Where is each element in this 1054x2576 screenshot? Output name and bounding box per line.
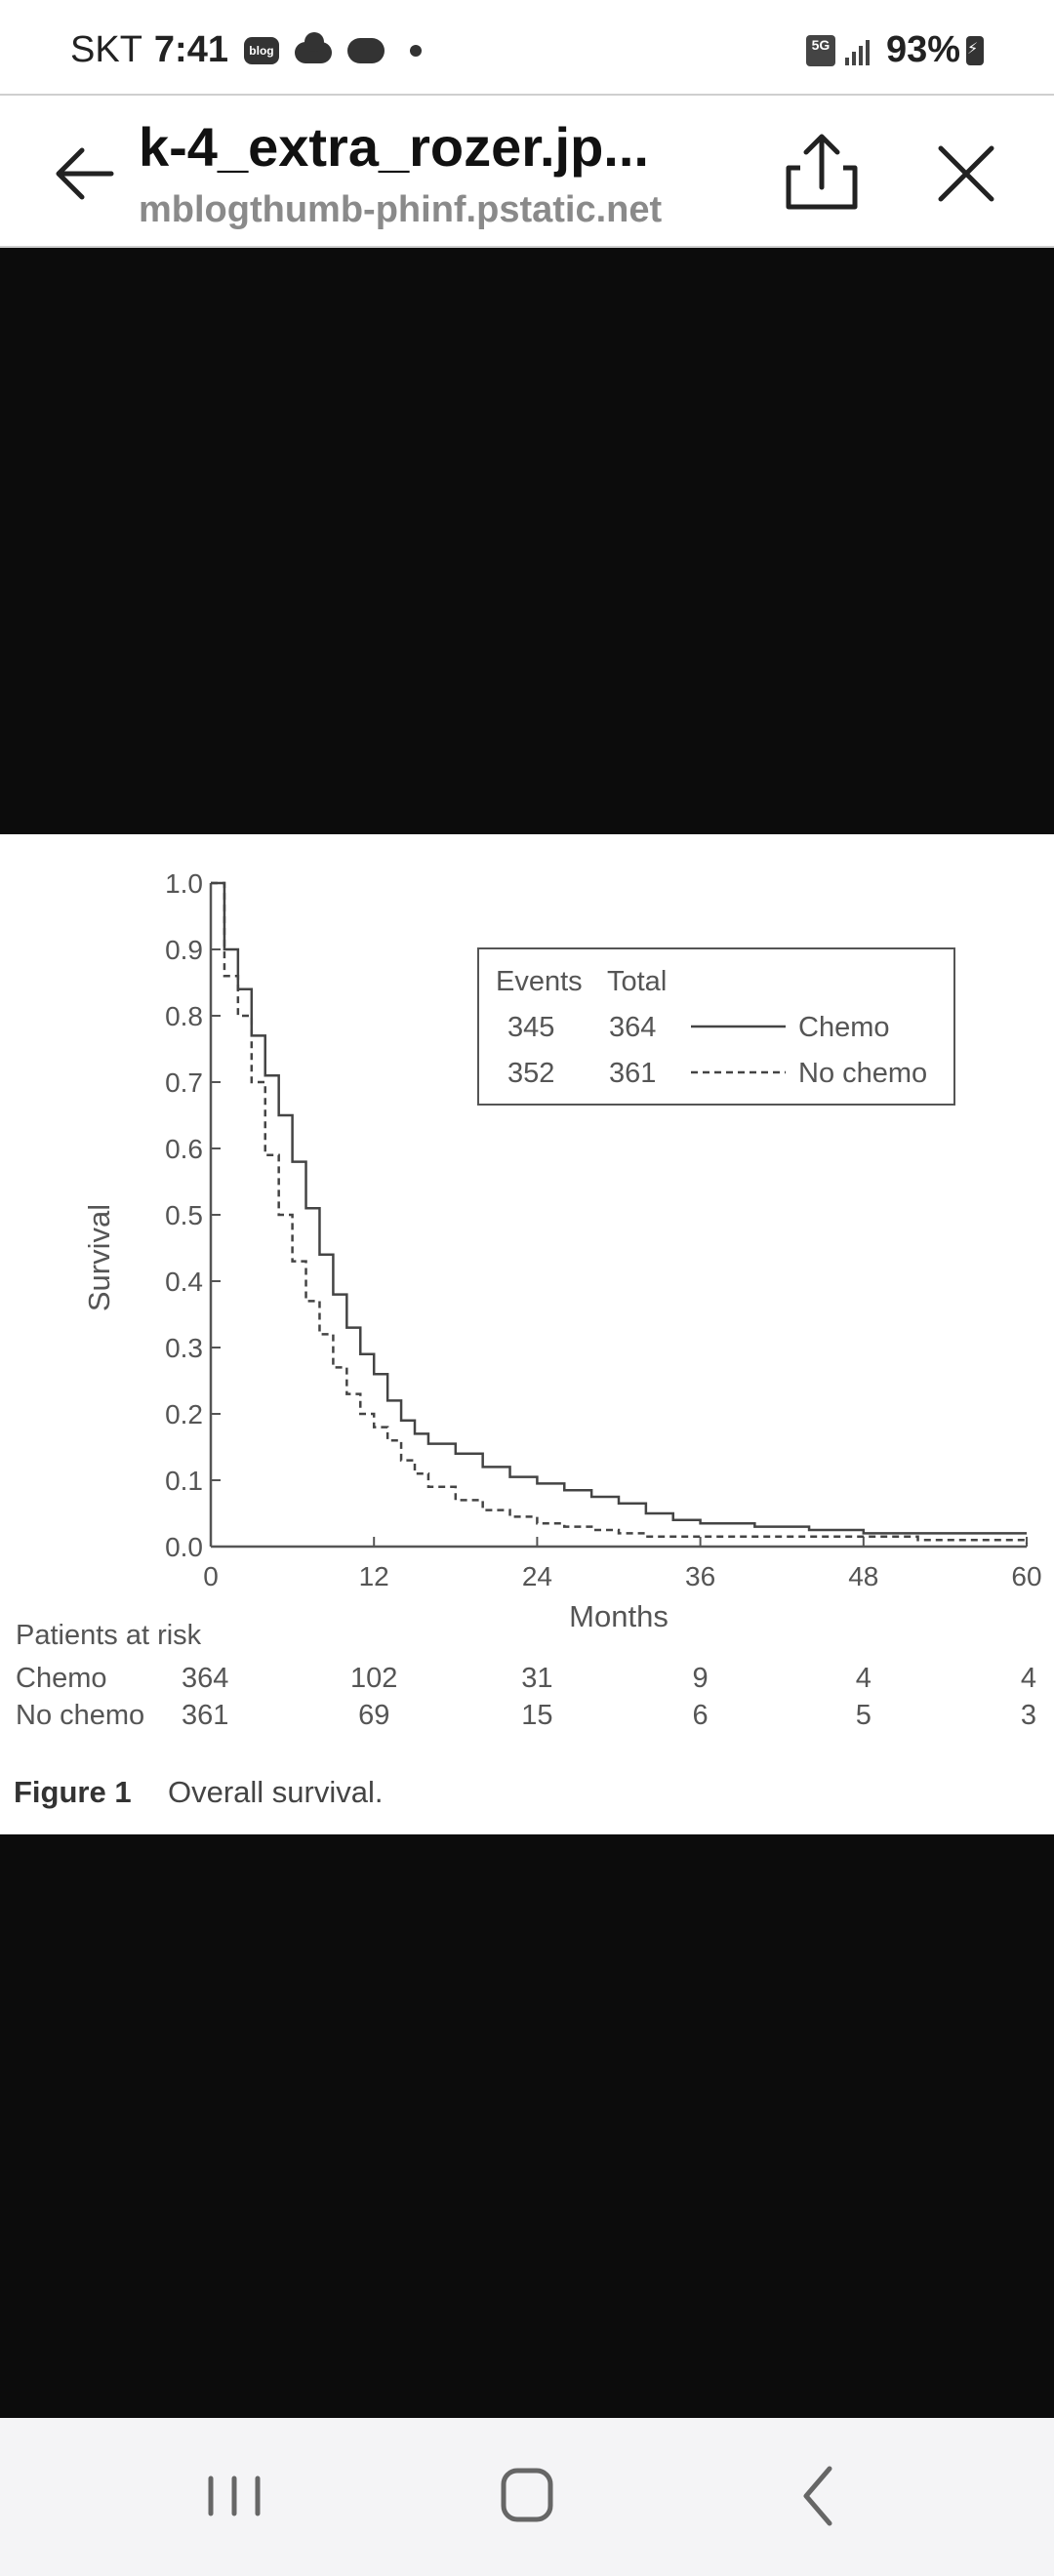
x-axis-label: Months <box>569 1599 669 1633</box>
signal-icon <box>844 36 872 65</box>
risk-value: 3 <box>1021 1700 1036 1731</box>
legend-label-chemo: Chemo <box>798 1012 890 1043</box>
y-ticks: 0.0 0.1 0.2 0.3 0.4 0.5 0.6 0.7 0.8 0.9 1.0 <box>165 868 221 1562</box>
legend-label-nochemo: No chemo <box>798 1058 927 1089</box>
chat-icon <box>346 37 385 63</box>
close-icon[interactable] <box>927 135 1005 213</box>
x-tick-label: 0 <box>203 1561 219 1591</box>
x-tick-label: 12 <box>359 1561 389 1591</box>
page-title: k-4_extra_rozer.jp... <box>139 116 649 178</box>
back-arrow-icon[interactable] <box>47 135 125 213</box>
risk-value: 6 <box>693 1700 709 1731</box>
status-bar-right: 5G 93% <box>805 29 984 71</box>
5g-icon: 5G <box>805 34 835 66</box>
y-tick-label: 0.4 <box>165 1267 203 1297</box>
dot-icon <box>409 44 422 57</box>
cloud-icon <box>294 31 332 63</box>
chart-series <box>211 881 1029 1544</box>
share-icon[interactable] <box>781 129 863 215</box>
risk-value: 4 <box>856 1663 872 1694</box>
y-tick-label: 0.6 <box>165 1134 203 1164</box>
x-tick-label: 24 <box>522 1561 552 1591</box>
risk-value: 5 <box>856 1700 872 1731</box>
legend-total-chemo: 364 <box>609 1012 656 1043</box>
battery-percent: 93% <box>885 29 960 70</box>
risk-table: Patients at risk Chemo No chemo 364 102 31… <box>16 1620 1036 1731</box>
x-tick-label: 48 <box>848 1561 878 1591</box>
x-tick-label: 36 <box>685 1561 715 1591</box>
legend-total-nochemo: 361 <box>609 1058 656 1089</box>
nav-bar <box>0 2418 1054 2576</box>
page-url: mblogthumb-phinf.pstatic.net <box>139 189 663 230</box>
legend-events-chemo: 345 <box>507 1012 554 1043</box>
y-tick-label: 0.5 <box>165 1200 203 1230</box>
viewer-header: k-4_extra_rozer.jp... mblogthumb-phinf.p… <box>0 94 1054 248</box>
x-tick-label: 60 <box>1011 1561 1041 1591</box>
recents-icon[interactable] <box>185 2457 283 2535</box>
legend-header-events: Events <box>496 966 583 997</box>
risk-value: 102 <box>350 1663 397 1694</box>
risk-value: 9 <box>693 1663 709 1694</box>
y-tick-label: 0.8 <box>165 1001 203 1031</box>
legend-events-nochemo: 352 <box>507 1058 554 1089</box>
x-ticks: 0 12 24 36 48 60 <box>203 1537 1042 1591</box>
risk-label-nochemo: No chemo <box>16 1700 144 1731</box>
risk-value: 31 <box>521 1663 552 1694</box>
battery-icon <box>966 35 984 65</box>
y-tick-label: 0.0 <box>165 1532 203 1562</box>
risk-value: 4 <box>1021 1663 1036 1694</box>
series-line-chemo <box>211 881 1027 1535</box>
chart-legend: Events Total 345 364 Chemo 352 361 No ch… <box>477 947 955 1106</box>
risk-table-title: Patients at risk <box>16 1620 202 1651</box>
carrier-label: SKT <box>70 29 142 70</box>
risk-value: 361 <box>182 1700 228 1731</box>
legend-header-total: Total <box>607 966 667 997</box>
figure-caption-label: Figure 1 <box>14 1775 132 1809</box>
blog-icon: blog <box>243 36 279 64</box>
y-tick-label: 0.7 <box>165 1067 203 1098</box>
figure-caption-text: Overall survival. <box>168 1775 384 1809</box>
image-content: 0.0 0.1 0.2 0.3 0.4 0.5 0.6 0.7 0.8 0.9 1.0 0 12 24 3… <box>0 834 1054 1834</box>
y-tick-label: 0.3 <box>165 1333 203 1363</box>
risk-values: 364 102 31 9 4 4 361 69 15 6 5 3 <box>182 1663 1036 1731</box>
series-line-no-chemo <box>211 881 1029 1544</box>
back-icon[interactable] <box>771 2457 869 2535</box>
y-tick-label: 1.0 <box>165 868 203 899</box>
y-tick-label: 0.2 <box>165 1399 203 1429</box>
home-icon[interactable] <box>478 2457 576 2535</box>
y-axis-label: Survival <box>82 1204 116 1311</box>
risk-value: 69 <box>358 1700 389 1731</box>
risk-label-chemo: Chemo <box>16 1663 107 1694</box>
status-bar: SKT 7:41 blog 5G 93% <box>0 0 1054 94</box>
risk-value: 364 <box>182 1663 228 1694</box>
status-bar-left: SKT 7:41 blog <box>70 29 422 71</box>
y-tick-label: 0.1 <box>165 1466 203 1496</box>
risk-value: 15 <box>521 1700 552 1731</box>
legend-frame <box>477 947 955 1106</box>
y-tick-label: 0.9 <box>165 935 203 965</box>
survival-chart: 0.0 0.1 0.2 0.3 0.4 0.5 0.6 0.7 0.8 0.9 1.0 0 12 24 3… <box>14 868 1042 1809</box>
clock: 7:41 <box>153 29 228 70</box>
